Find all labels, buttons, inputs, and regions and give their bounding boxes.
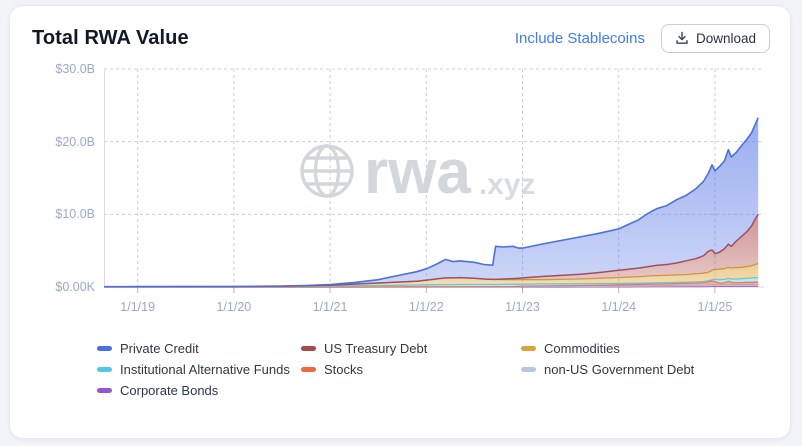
legend-swatch-non-us-government-debt (521, 367, 536, 372)
legend-label: Private Credit (120, 341, 199, 356)
legend-item-corporate-bonds[interactable]: Corporate Bonds (97, 380, 301, 401)
card-header: Total RWA Value Include Stablecoins Down… (32, 22, 770, 54)
x-axis-label: 1/1/19 (120, 300, 156, 314)
legend-label: Commodities (544, 341, 620, 356)
x-axis-label: 1/1/24 (601, 300, 637, 314)
legend-item-us-treasury-debt[interactable]: US Treasury Debt (301, 338, 521, 359)
legend-label: Stocks (324, 362, 364, 377)
watermark-brand: rwa (364, 138, 471, 207)
legend-swatch-commodities (521, 346, 536, 351)
legend-label: non-US Government Debt (544, 362, 695, 377)
legend-label: Corporate Bonds (120, 383, 219, 398)
legend-swatch-us-treasury-debt (301, 346, 316, 351)
page-title: Total RWA Value (32, 26, 189, 49)
legend-swatch-institutional-alternative-funds (97, 367, 112, 372)
x-axis-label: 1/1/21 (312, 300, 348, 314)
legend-label: Institutional Alternative Funds (120, 362, 290, 377)
legend-swatch-stocks (301, 367, 316, 372)
legend-item-stocks[interactable]: Stocks (301, 359, 521, 380)
rwa-value-stacked-area-chart[interactable] (104, 61, 764, 293)
legend-item-non-us-government-debt[interactable]: non-US Government Debt (521, 359, 771, 380)
y-axis-label: $10.0B (55, 207, 95, 222)
include-stablecoins-link[interactable]: Include Stablecoins (514, 29, 645, 47)
download-icon (675, 31, 689, 45)
y-axis-label: $30.0B (55, 62, 95, 76)
legend-swatch-private-credit (97, 346, 112, 351)
chart-region (104, 61, 764, 293)
download-button[interactable]: Download (660, 23, 770, 53)
x-axis-label: 1/1/22 (408, 300, 444, 314)
y-axis-label: $0.00K (55, 280, 95, 294)
download-label: Download (695, 30, 756, 46)
legend-item-private-credit[interactable]: Private Credit (97, 338, 301, 359)
legend-item-institutional-alternative-funds[interactable]: Institutional Alternative Funds (97, 359, 301, 380)
legend-swatch-corporate-bonds (97, 388, 112, 393)
watermark: rwa .xyz (298, 142, 536, 204)
legend-item-commodities[interactable]: Commodities (521, 338, 771, 359)
y-axis-label: $20.0B (55, 134, 95, 149)
x-axis-label: 1/1/23 (505, 300, 540, 314)
chart-legend: Private Credit US Treasury Debt Commoditie… (97, 338, 771, 401)
globe-icon (298, 142, 356, 205)
watermark-suffix: .xyz (478, 168, 536, 201)
x-axis-label: 1/1/25 (697, 300, 733, 314)
x-axis-label: 1/1/20 (216, 300, 252, 314)
total-rwa-value-card: Total RWA Value Include Stablecoins Down… (9, 5, 791, 439)
legend-label: US Treasury Debt (324, 341, 428, 356)
